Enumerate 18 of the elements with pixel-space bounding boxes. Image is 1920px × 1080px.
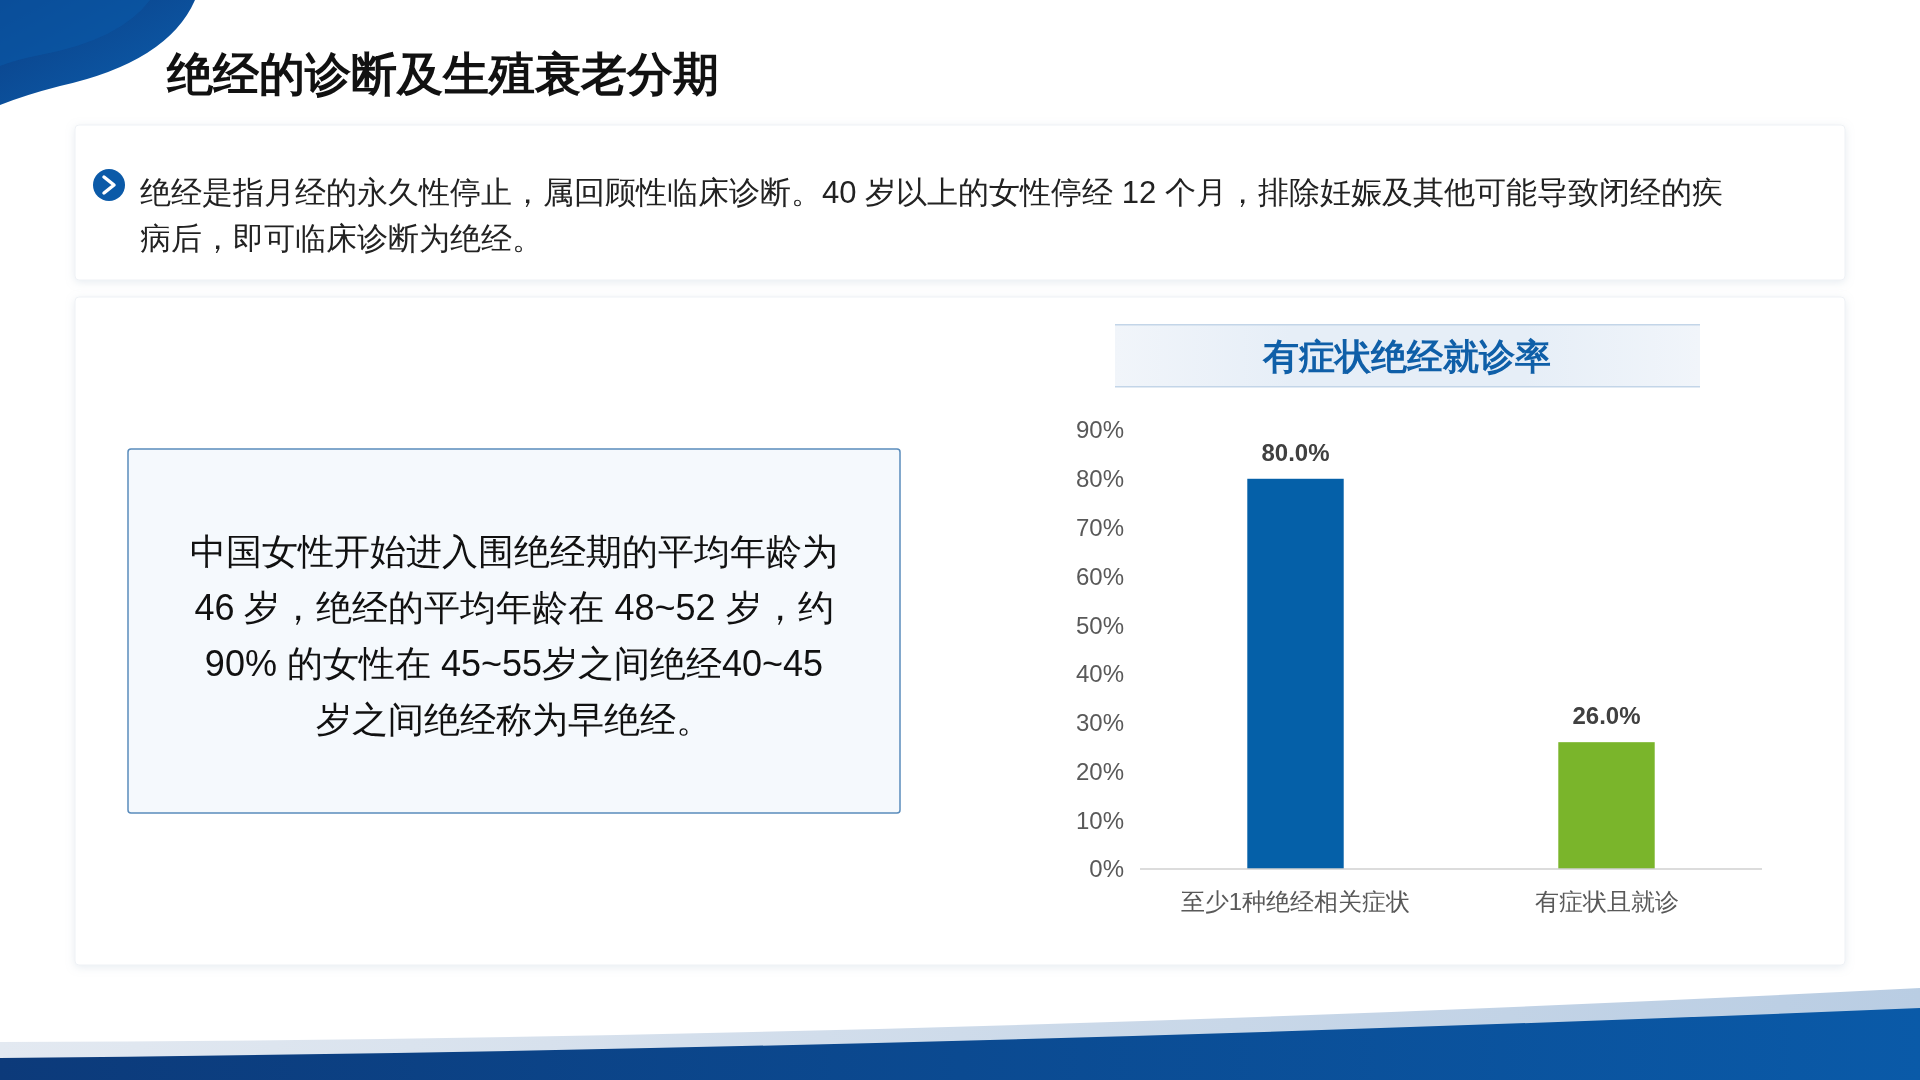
text: 中国女性开始进入围绝经期的平均年龄为 46 岁，绝经的平均年龄在 48~52 岁，约 90% 的女性在 45~55岁之间绝经40~45 岁之间绝经称为早绝经。 <box>190 531 838 740</box>
y-tick-label: 80% <box>1075 465 1124 493</box>
y-tick-label: 60% <box>1075 562 1124 590</box>
x-tick-label: 至少1种绝经相关症状 <box>1180 888 1411 915</box>
data-label: 80.0% <box>1261 438 1330 466</box>
y-tick-label: 10% <box>1075 806 1124 834</box>
x-tick-label: 有症状且就诊 <box>1534 888 1679 915</box>
text: 绝经的诊断及生殖衰老分期 <box>166 48 719 100</box>
data-label: 26.0% <box>1572 702 1641 730</box>
y-tick-label: 0% <box>1089 855 1124 883</box>
y-tick-label: 40% <box>1075 660 1124 688</box>
y-tick-label: 70% <box>1075 513 1124 541</box>
text: 绝经是指月经的永久性停止，属回顾性临床诊断。40 岁以上的女性停经 12 个月，排除妊娠及其他可能导致闭经的疾病后，即可临床诊断为绝经。 <box>140 175 1723 256</box>
y-tick-label: 20% <box>1075 757 1124 785</box>
y-tick-label: 50% <box>1075 611 1124 639</box>
y-tick-label: 30% <box>1075 709 1124 737</box>
y-tick-label: 90% <box>1075 416 1124 444</box>
chart-title: 有症状绝经就诊率 <box>1262 336 1551 377</box>
